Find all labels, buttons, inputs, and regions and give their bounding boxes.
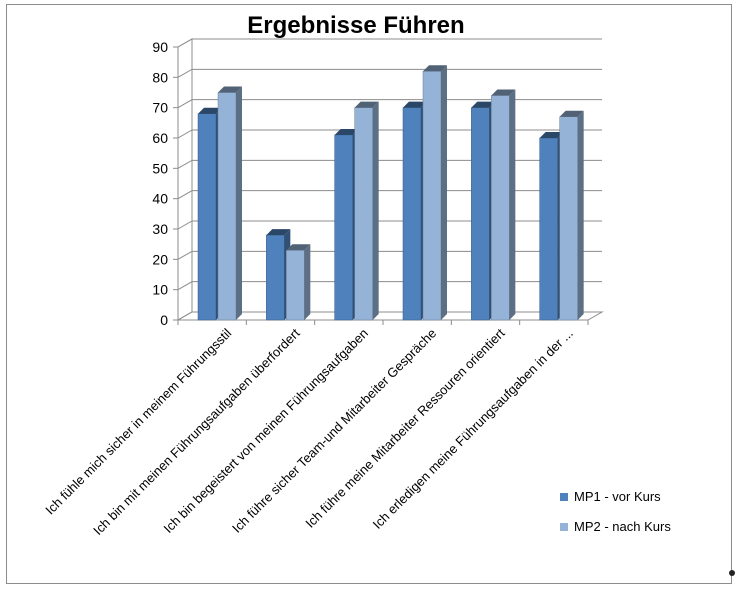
x-axis-labels: Ich fühle mich sicher in meinem Führungs… bbox=[42, 325, 576, 538]
gridline bbox=[177, 129, 602, 139]
legend-label: MP2 - nach Kurs bbox=[574, 519, 671, 534]
gridline bbox=[177, 250, 602, 260]
gridline bbox=[177, 68, 602, 78]
y-tick-label: 60 bbox=[152, 130, 168, 146]
gridline bbox=[177, 99, 602, 109]
y-tick-label: 50 bbox=[152, 160, 168, 176]
y-tick-label: 70 bbox=[152, 100, 168, 116]
resize-handle[interactable] bbox=[729, 570, 735, 576]
legend-swatch bbox=[560, 493, 568, 501]
y-tick-label: 0 bbox=[160, 312, 168, 328]
gridline bbox=[177, 220, 602, 230]
legend: MP1 - vor Kurs MP2 - nach Kurs bbox=[560, 489, 671, 534]
bar bbox=[217, 86, 242, 321]
y-axis-ticks: 0 10 20 30 40 50 60 70 80 90 bbox=[152, 39, 179, 328]
left-wall bbox=[177, 38, 193, 321]
y-tick-label: 20 bbox=[152, 251, 168, 267]
bar bbox=[422, 65, 447, 321]
gridline bbox=[177, 311, 602, 321]
y-tick-label: 10 bbox=[152, 282, 168, 298]
bar bbox=[559, 110, 584, 321]
gridline bbox=[177, 190, 602, 200]
gridlines bbox=[177, 38, 602, 325]
y-tick-label: 40 bbox=[152, 191, 168, 207]
gridline bbox=[177, 159, 602, 169]
y-tick-label: 90 bbox=[152, 39, 168, 55]
bar bbox=[286, 244, 311, 321]
y-tick-label: 80 bbox=[152, 69, 168, 85]
bar bbox=[354, 101, 379, 321]
bars bbox=[197, 65, 584, 321]
legend-label: MP1 - vor Kurs bbox=[574, 489, 661, 504]
legend-swatch bbox=[560, 523, 568, 531]
chart-title: Ergebnisse Führen bbox=[247, 12, 464, 39]
y-tick-label: 30 bbox=[152, 221, 168, 237]
gridline bbox=[177, 38, 602, 48]
bar bbox=[491, 89, 516, 321]
gridline bbox=[177, 281, 602, 291]
